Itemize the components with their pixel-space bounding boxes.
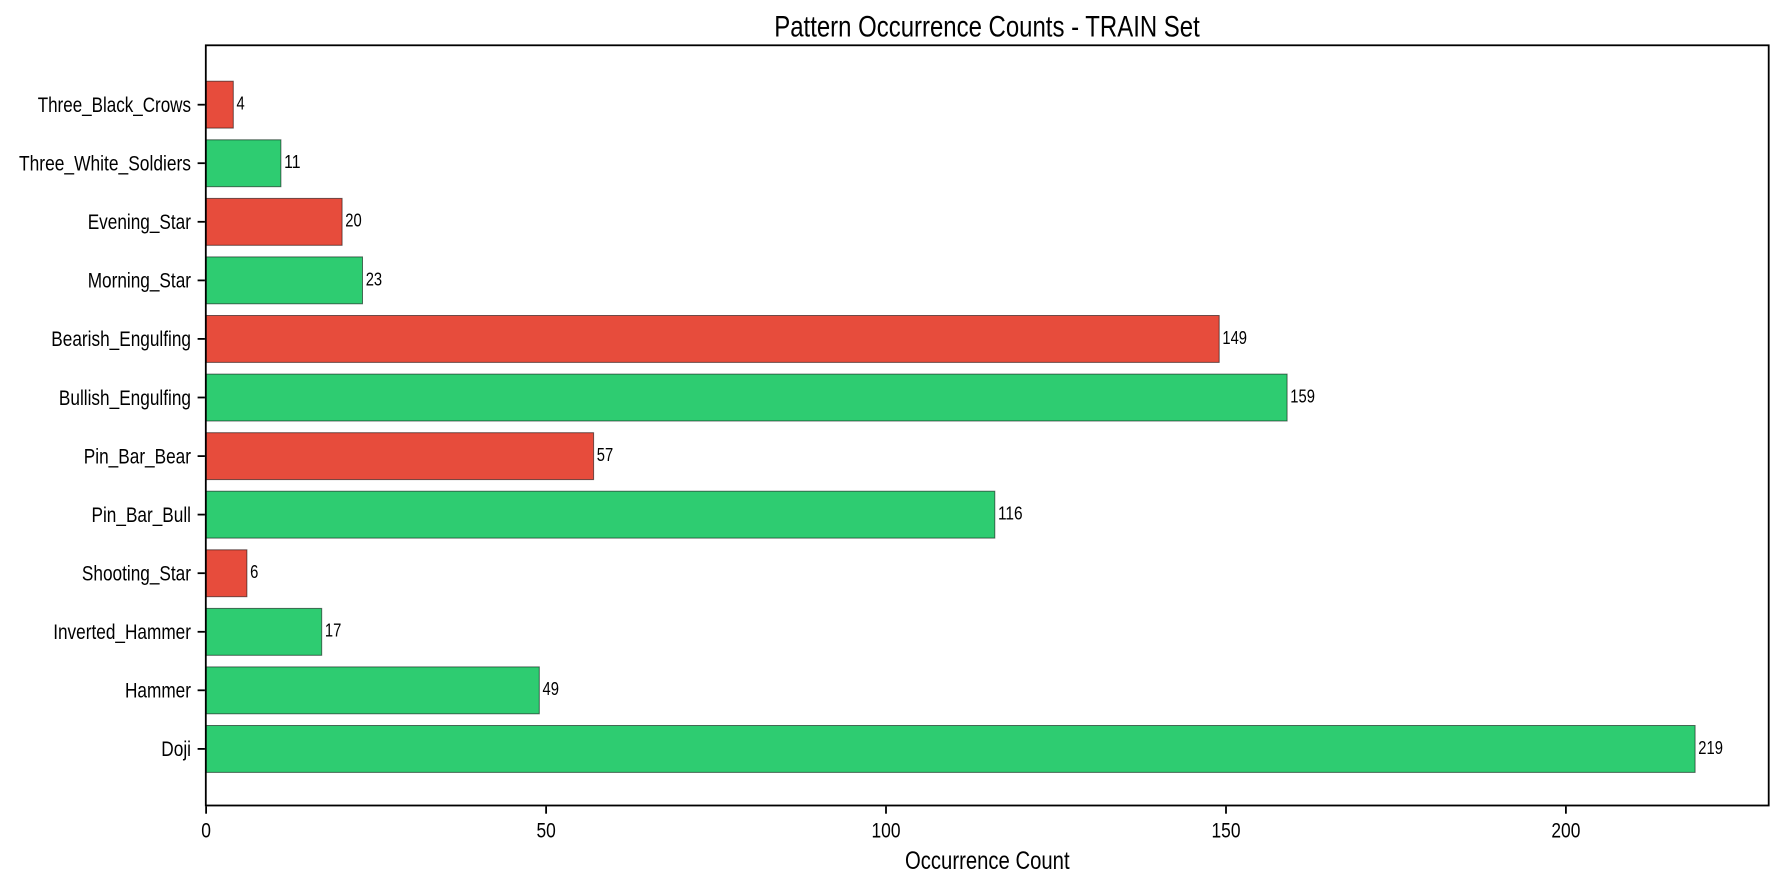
svg-text:Bearish_Engulfing: Bearish_Engulfing — [51, 328, 191, 351]
svg-text:Morning_Star: Morning_Star — [88, 270, 191, 293]
svg-text:Three_Black_Crows: Three_Black_Crows — [38, 94, 191, 117]
svg-text:23: 23 — [366, 268, 382, 289]
svg-text:Pin_Bar_Bear: Pin_Bar_Bear — [84, 445, 191, 468]
svg-text:Bullish_Engulfing: Bullish_Engulfing — [59, 387, 191, 410]
svg-text:Pattern Occurrence Counts - TR: Pattern Occurrence Counts - TRAIN Set — [774, 10, 1200, 43]
svg-text:Occurrence Count: Occurrence Count — [905, 847, 1070, 875]
svg-text:11: 11 — [284, 151, 300, 172]
svg-text:Doji: Doji — [161, 738, 191, 761]
svg-text:50: 50 — [536, 819, 555, 843]
svg-text:150: 150 — [1212, 819, 1241, 843]
svg-text:Pin_Bar_Bull: Pin_Bar_Bull — [92, 504, 192, 527]
svg-text:Shooting_Star: Shooting_Star — [82, 563, 191, 586]
svg-text:6: 6 — [250, 561, 258, 582]
svg-text:116: 116 — [998, 503, 1023, 524]
svg-text:200: 200 — [1551, 819, 1580, 843]
svg-text:Inverted_Hammer: Inverted_Hammer — [53, 621, 191, 644]
svg-text:17: 17 — [325, 620, 341, 641]
svg-text:Three_White_Soldiers: Three_White_Soldiers — [19, 153, 191, 176]
svg-text:4: 4 — [237, 93, 245, 114]
svg-text:57: 57 — [597, 444, 613, 465]
svg-text:20: 20 — [345, 210, 361, 231]
svg-text:100: 100 — [872, 819, 901, 843]
svg-text:159: 159 — [1290, 385, 1315, 406]
svg-text:49: 49 — [543, 678, 559, 699]
svg-text:0: 0 — [201, 819, 211, 843]
svg-text:Evening_Star: Evening_Star — [88, 211, 191, 234]
svg-text:149: 149 — [1222, 327, 1247, 348]
svg-text:Hammer: Hammer — [125, 680, 191, 703]
svg-text:219: 219 — [1698, 737, 1723, 758]
